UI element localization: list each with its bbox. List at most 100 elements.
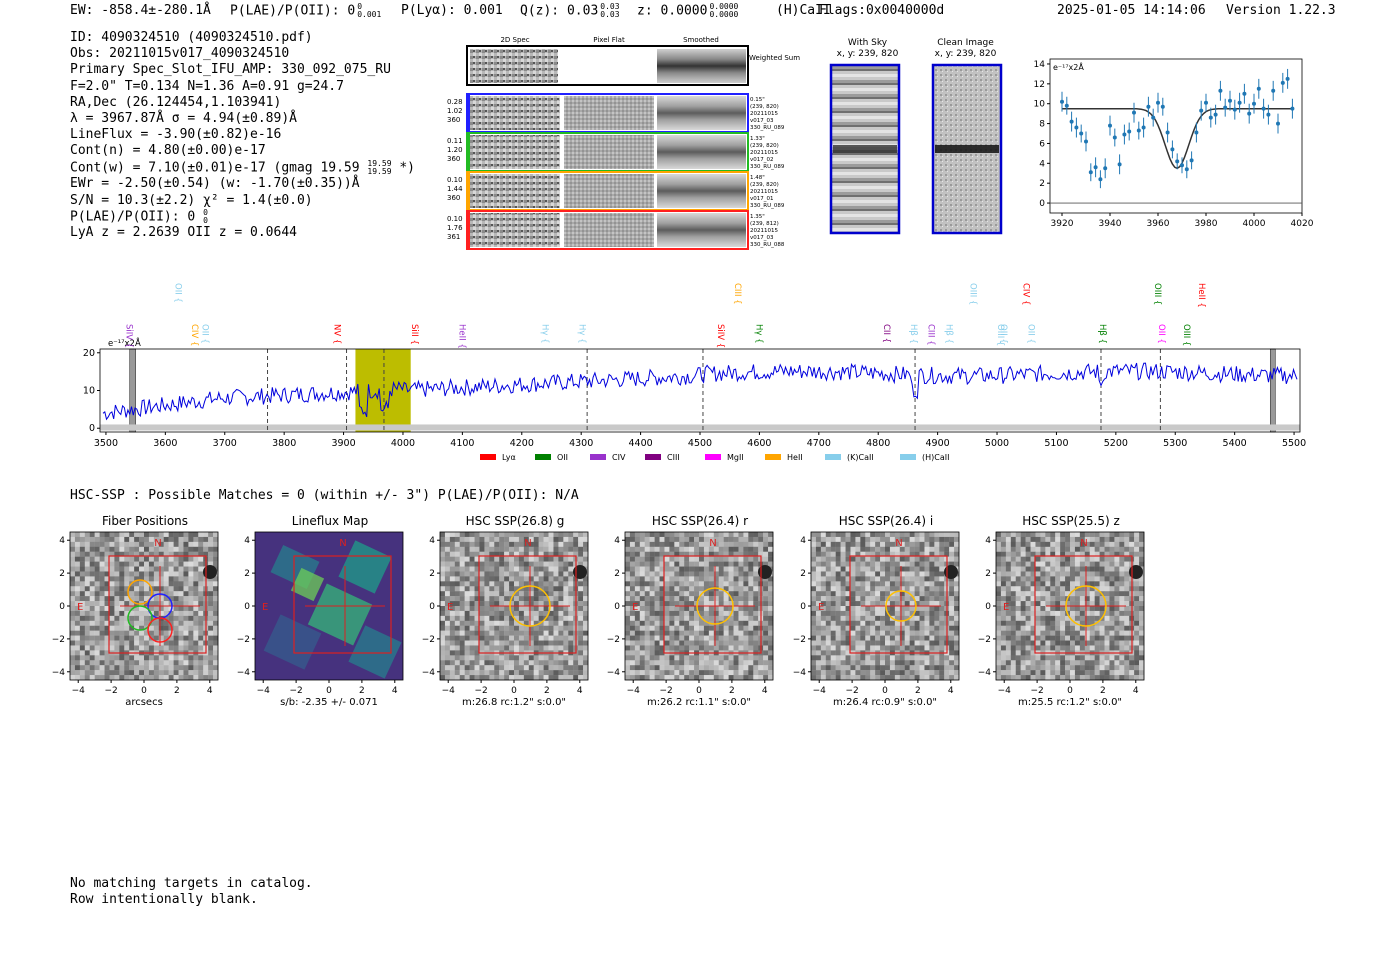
hsc-pixel [743,660,749,666]
hsc-pixel [444,670,451,676]
hsc-pixel [758,541,764,547]
hsc-pixel [474,556,480,562]
hsc-pixel [578,581,584,587]
spectrum-line-id: OII { [1025,324,1035,344]
hsc-pixel [659,640,665,646]
hsc-pixel [518,645,525,651]
hsc-pixel [1074,670,1081,676]
hsc-pixel [949,561,955,567]
hsc-pixel [919,556,925,562]
hsc-pixel [114,566,120,572]
hsc-pixel [708,541,714,547]
hsc-pixel [528,645,534,651]
hsc-pixel [158,620,164,626]
hsc-pixel [104,625,110,631]
hsc-pixel [625,635,631,641]
hsc-pixel [1109,561,1115,567]
hsc-pixel [1015,551,1021,557]
hsc-pixel [188,536,194,543]
hsc-pixel [440,640,446,646]
hsc-pixel [728,546,734,552]
hsc-pixel [583,561,589,567]
hsc-pixel [144,546,150,552]
hsc-pixel [1025,606,1031,612]
hsc-pixel [1000,571,1007,577]
info-lyaz: LyA z = 2.2639 OII z = 0.0644 [70,225,297,241]
hsc-pixel [1035,645,1041,651]
hsc-pixel [449,581,455,587]
hsc-pixel [1010,635,1016,641]
hsc-pixel [79,571,85,577]
hsc-pixel [840,586,846,592]
hsc-pixel [634,640,640,646]
hsc-pixel [1094,536,1100,543]
hsc-pixel [763,596,769,602]
hsc-pixel [129,536,135,543]
hsc-pixel [1109,541,1115,547]
hsc-pixel [664,630,670,636]
hsc-pixel [694,532,700,538]
hsc-pixel [748,665,754,671]
hsc-pixel [558,586,564,592]
hsc-pixel [528,660,534,666]
hsc-pixel [669,551,675,557]
hsc-pixel [1050,610,1056,617]
hsc-pixel [1005,532,1011,538]
hsc-pixel [825,561,831,567]
hsc-pixel [173,561,179,567]
hsc-pixel [1139,610,1145,617]
hsc-pixel [830,660,836,666]
hsc-pixel [168,561,174,567]
hsc-pixel [70,571,76,577]
hsc-pixel [514,655,520,661]
hsc-pixel [914,620,920,626]
hsc-pixel [919,541,925,547]
hsc-pixel [444,610,451,617]
hsc-pixel [543,660,549,666]
hsc-pixel [504,675,510,681]
hsc-pixel [543,581,549,587]
hsc-pixel [99,630,105,636]
hsc-pixel [1000,640,1007,646]
cutout-left-label: 1.76 [447,224,463,232]
hsc-pixel [1099,660,1105,666]
hsc-pixel [855,615,861,621]
hsc-pixel [449,596,455,602]
hsc-pixel [1079,670,1085,676]
hsc-pixel [533,620,539,626]
hsc-pixel [553,630,559,636]
hsc-pixel [870,586,876,592]
hsc-pixel [708,675,714,681]
hsc-pixel [1104,532,1110,538]
hsc-pixel [1025,655,1031,661]
hsc-pixel [444,655,451,661]
hsc-pixel [444,571,451,577]
hsc-pixel [1065,640,1071,646]
hsc-ytick-label: 2 [244,569,250,579]
hsc-pixel [929,635,935,641]
hsc-pixel [748,655,754,661]
hsc-pixel [153,532,159,538]
hsc-pixel [484,576,490,582]
hsc-pixel [939,586,945,592]
hsc-pixel [855,586,861,592]
hsc-pixel [1015,675,1021,681]
hsc-pixel [768,670,774,676]
hsc-pixel [1089,566,1095,572]
hsc-pixel [1074,532,1081,538]
spectrum-line-label: OIII { [1152,283,1162,305]
hsc-pixel [634,625,640,631]
hsc-pixel [1060,596,1066,602]
hsc-pixel [213,655,219,661]
hsc-pixel [929,645,935,651]
hsc-ytick-label: 2 [614,569,620,579]
hsc-pixel [699,665,705,671]
hsc-pixel [825,645,831,651]
hsc-pixel [949,556,955,562]
hsc-pixel [153,670,159,676]
hsc-pixel [1045,532,1051,538]
hsc-pixel [553,601,559,607]
hsc-pixel [855,551,861,557]
hsc-pixel [543,561,549,567]
hsc-pixel [723,586,729,592]
